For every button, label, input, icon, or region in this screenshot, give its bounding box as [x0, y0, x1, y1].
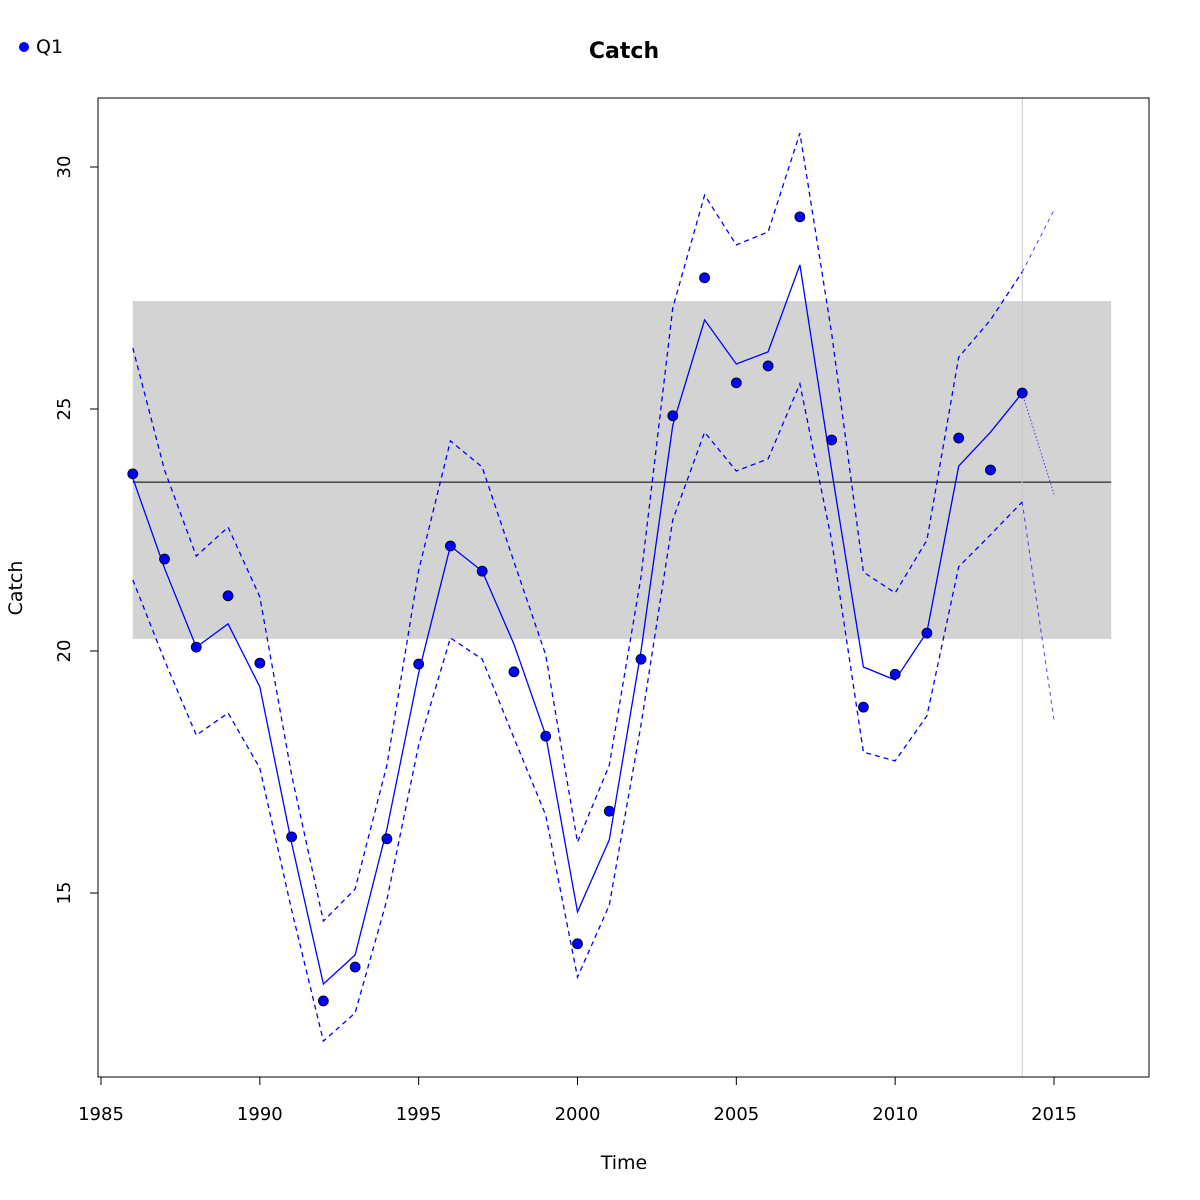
data-point — [730, 377, 742, 389]
data-point — [349, 961, 361, 973]
chart-title: Catch — [589, 39, 659, 64]
legend-label: Q1 — [36, 36, 63, 58]
upper-bound-line — [132, 132, 1023, 923]
legend: Q1 — [19, 36, 63, 58]
data-point — [762, 360, 774, 372]
x-tick-label: 1985 — [78, 1104, 124, 1125]
data-point — [381, 833, 393, 845]
data-point — [635, 653, 647, 665]
data-point — [413, 658, 425, 670]
data-point — [317, 995, 329, 1007]
x-tick-label: 2010 — [872, 1104, 918, 1125]
forecast-fitted-line — [1021, 392, 1055, 495]
data-point — [699, 272, 710, 284]
data-point — [190, 641, 202, 653]
data-point — [476, 565, 488, 577]
data-point — [603, 805, 615, 817]
data-point — [794, 211, 806, 223]
x-tick-label: 2015 — [1031, 1104, 1077, 1125]
y-tick-label: 25 — [54, 398, 75, 421]
data-point — [889, 668, 901, 680]
data-point — [1016, 387, 1028, 399]
forecast-upper-line — [1021, 209, 1055, 273]
x-tick-label: 2000 — [555, 1104, 601, 1125]
data-point — [667, 410, 679, 422]
data-point — [254, 657, 266, 669]
data-point — [540, 730, 552, 742]
x-tick-label: 1990 — [237, 1104, 283, 1125]
legend-marker — [19, 42, 29, 52]
y-tick-label: 30 — [54, 156, 75, 179]
data-point — [572, 938, 583, 950]
data-point — [953, 432, 965, 444]
data-point — [445, 540, 456, 552]
y-tick-label: 20 — [54, 640, 75, 663]
data-point — [858, 701, 869, 713]
fitted-line — [132, 264, 1023, 986]
y-axis-label: Catch — [5, 561, 27, 616]
reference-band — [132, 301, 1112, 639]
data-point — [826, 434, 838, 446]
x-axis-label: Time — [600, 1152, 648, 1174]
lower-bound-line — [132, 381, 1023, 1043]
data-point — [985, 464, 996, 476]
y-tick-label: 15 — [54, 882, 75, 905]
data-point — [127, 468, 139, 480]
data-point — [508, 666, 520, 678]
x-tick-label: 2005 — [713, 1104, 759, 1125]
data-point — [921, 627, 933, 639]
x-tick-label: 1995 — [396, 1104, 442, 1125]
data-point — [159, 553, 170, 565]
data-point — [286, 831, 298, 843]
data-point — [222, 590, 234, 602]
